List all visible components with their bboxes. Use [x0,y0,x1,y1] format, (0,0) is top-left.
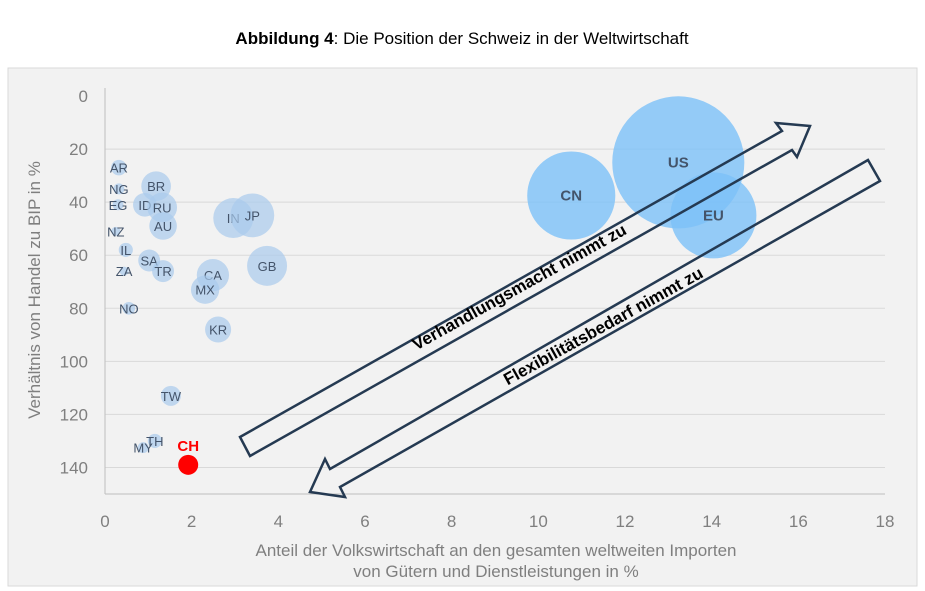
chart-title: Abbildung 4: Die Position der Schweiz in… [235,29,688,48]
bubble-label: RU [153,200,172,215]
bubble-jp: JP [230,193,275,238]
bubble-label: JP [245,208,260,223]
bubble-mark [205,316,232,343]
bubble-mark [122,301,136,315]
x-tick-label: 6 [360,512,369,531]
bubble-label: TH [146,434,163,449]
bubble-mark [247,245,288,286]
x-tick-label: 8 [447,512,456,531]
x-tick-label: 4 [274,512,283,531]
bubble-mark [118,242,133,257]
x-tick-labels: 0 2 4 6 8 10 12 14 16 18 [100,512,894,531]
x-tick-label: 12 [616,512,635,531]
bubble-label: IL [120,243,131,258]
x-axis-label-line2: von Gütern und Dienstleistungen in % [353,562,638,581]
y-tick-label: 140 [60,458,88,477]
bubble-label: US [668,154,689,171]
bubble-mx: MX [190,275,220,304]
bubble-kr: KR [205,316,232,343]
bubble-label: TR [154,264,171,279]
bubble-mark [178,454,199,475]
y-tick-label: 40 [69,193,88,212]
bubble-mark [149,212,177,240]
bubble-cn: CN [527,151,616,240]
bubble-label: NG [109,182,129,197]
bubble-label: GB [258,259,277,274]
bubble-gb: GB [247,245,288,286]
bubble-mark [119,266,129,276]
bubble-nz: NZ [107,224,124,239]
bubble-no: NO [119,301,139,316]
bubble-label: MX [195,283,215,298]
bubble-label: BR [147,179,165,194]
bubble-label: EU [703,207,724,224]
y-tick-label: 80 [69,299,88,318]
y-tick-label: 120 [60,405,88,424]
bubble-label: ZA [116,264,133,279]
x-tick-label: 14 [702,512,721,531]
bubble-my: MY [133,441,153,456]
bubble-label: CH [177,438,199,455]
bubble-ar: AR [110,159,128,176]
y-tick-label: 0 [79,87,88,106]
x-tick-label: 2 [187,512,196,531]
bubble-mark [152,260,175,283]
bubble-tr: TR [152,260,175,283]
bubble-mark [527,151,616,240]
bubble-au: AU [149,212,177,240]
bubble-ng: NG [109,182,129,197]
bubble-mark [113,183,125,195]
bubble-mark [137,442,149,454]
bubble-eu: EU [670,172,757,259]
x-tick-label: 16 [789,512,808,531]
x-tick-label: 0 [100,512,109,531]
bubble-mark [190,275,220,304]
arrow-up-shape [238,121,812,458]
bubble-label: MY [133,441,153,456]
bubble-label: NZ [107,224,124,239]
x-tick-label: 10 [529,512,548,531]
y-tick-label: 100 [60,352,88,371]
bubble-mark [111,159,127,176]
y-tick-label: 60 [69,246,88,265]
bubble-label: TW [161,389,182,404]
bubble-mark [111,226,121,236]
arrow-down-shape [308,158,882,499]
bubble-ch: CH [177,438,199,475]
bubble-label: AR [110,161,128,176]
bubble-tw: TW [160,385,182,406]
x-axis-label-line1: Anteil der Volkswirtschaft an den gesamt… [256,541,737,560]
bubble-label: KR [209,322,227,337]
y-tick-labels: 0 20 40 60 80 100 120 140 [60,87,88,477]
x-tick-label: 18 [876,512,895,531]
bubble-th: TH [146,433,164,449]
chart-frame [7,67,918,587]
bubble-mark [112,199,124,211]
bubble-label: CN [560,188,582,205]
bubble-label: EG [109,198,128,213]
bubble-label: NO [119,301,139,316]
bubble-label: AU [154,219,172,234]
bubble-il: IL [118,242,133,258]
y-tick-label: 20 [69,140,88,159]
bubble-mark [147,433,162,449]
bubble-mark [160,385,181,406]
bubble-za: ZA [116,264,133,279]
bubble-label: SA [141,254,159,269]
bubble-mark [230,193,275,238]
bubble-eg: EG [109,198,128,213]
y-axis-label: Verhältnis von Handel zu BIP in % [25,161,44,419]
